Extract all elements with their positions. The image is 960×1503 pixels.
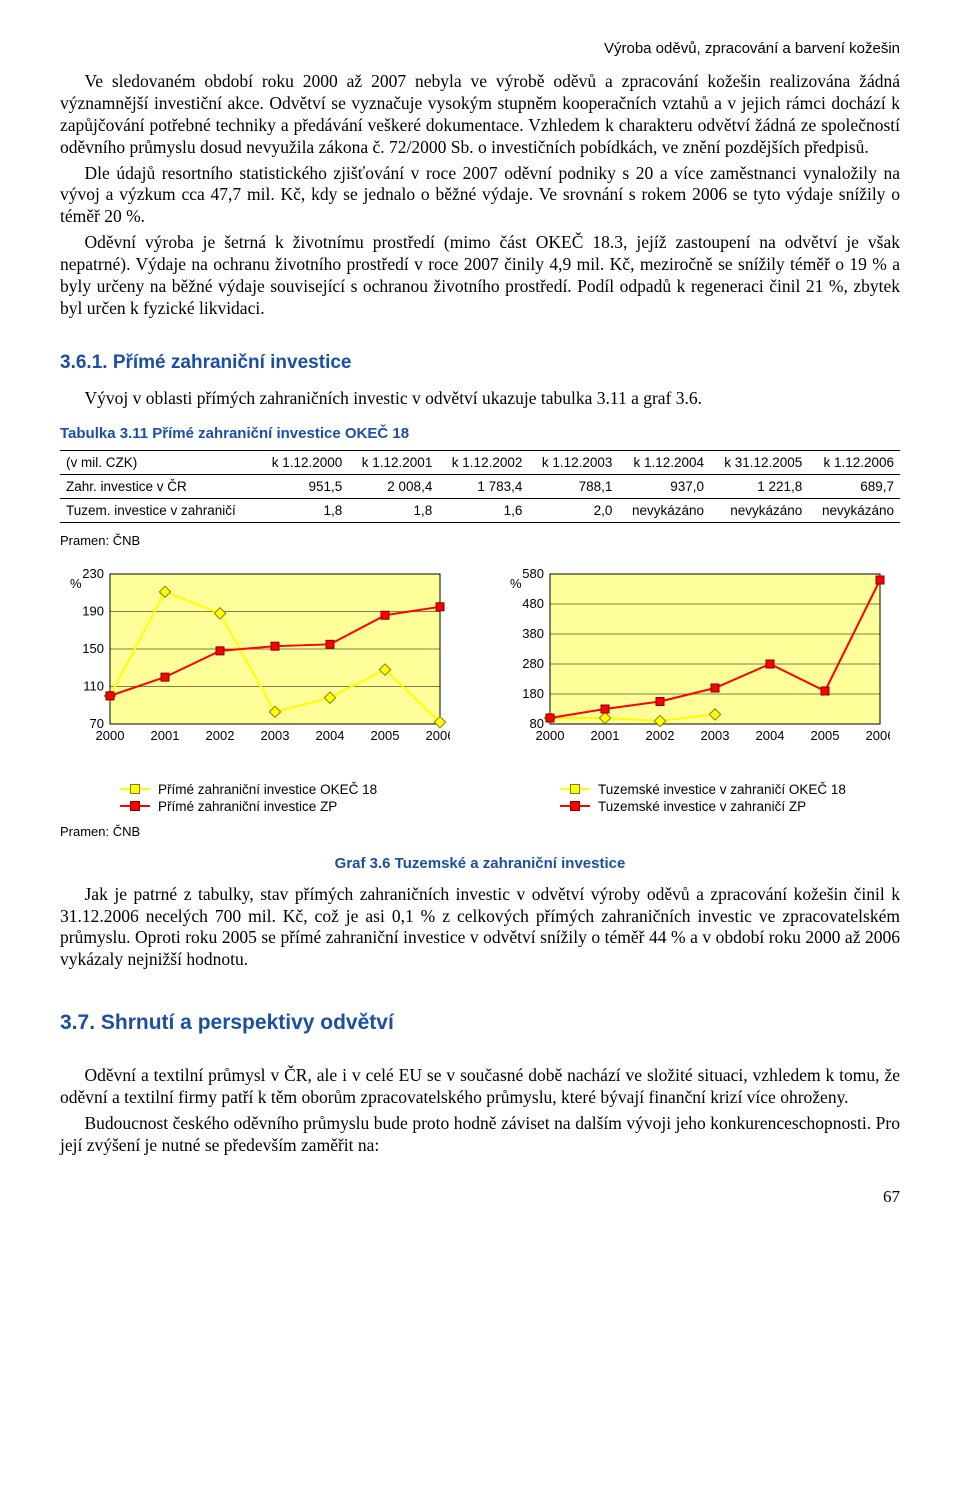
- body-block-2: Jak je patrné z tabulky, stav přímých za…: [60, 884, 900, 972]
- svg-text:2004: 2004: [756, 728, 785, 743]
- svg-text:2006: 2006: [866, 728, 890, 743]
- row-label: Zahr. investice v ČR: [60, 474, 258, 498]
- cell: 2 008,4: [348, 474, 438, 498]
- svg-text:2000: 2000: [536, 728, 565, 743]
- svg-text:2003: 2003: [701, 728, 730, 743]
- section-heading-37: 3.7. Shrnutí a perspektivy odvětví: [60, 1011, 900, 1035]
- cell: 1,8: [258, 498, 348, 522]
- svg-text:580: 580: [522, 566, 544, 581]
- svg-text:380: 380: [522, 626, 544, 641]
- chart-source: Pramen: ČNB: [60, 824, 460, 839]
- svg-text:%: %: [70, 576, 82, 591]
- page-header: Výroba oděvů, zpracování a barvení kožeš…: [60, 40, 900, 57]
- page-number: 67: [60, 1187, 900, 1207]
- table-row: Tuzem. investice v zahraničí 1,8 1,8 1,6…: [60, 498, 900, 522]
- paragraph: Oděvní a textilní průmysl v ČR, ale i v …: [60, 1065, 900, 1109]
- table-caption: Tabulka 3.11 Přímé zahraniční investice …: [60, 425, 900, 442]
- svg-text:480: 480: [522, 596, 544, 611]
- paragraph: Oděvní výroba je šetrná k životnímu pros…: [60, 232, 900, 320]
- legend-item: Přímé zahraniční investice OKEČ 18: [120, 782, 460, 797]
- chart-left: 70110150190230%2000200120022003200420052…: [60, 566, 450, 776]
- body-block-3: Oděvní a textilní průmysl v ČR, ale i v …: [60, 1065, 900, 1157]
- chart-caption: Graf 3.6 Tuzemské a zahraniční investice: [60, 855, 900, 872]
- paragraph: Jak je patrné z tabulky, stav přímých za…: [60, 884, 900, 972]
- cell: 937,0: [618, 474, 710, 498]
- table-col: k 1.12.2001: [348, 450, 438, 474]
- table-unit-label: (v mil. CZK): [60, 450, 258, 474]
- table-col: k 1.12.2006: [808, 450, 900, 474]
- table-col: k 1.12.2003: [528, 450, 618, 474]
- legend-label: Přímé zahraniční investice ZP: [158, 799, 337, 814]
- cell: 1 783,4: [438, 474, 528, 498]
- cell: 1,6: [438, 498, 528, 522]
- svg-text:180: 180: [522, 686, 544, 701]
- table-col: k 1.12.2002: [438, 450, 528, 474]
- table-col: k 1.12.2000: [258, 450, 348, 474]
- cell: nevykázáno: [808, 498, 900, 522]
- legend-label: Tuzemské investice v zahraničí ZP: [598, 799, 806, 814]
- table-col: k 31.12.2005: [710, 450, 808, 474]
- body-block-1: Ve sledovaném období roku 2000 až 2007 n…: [60, 71, 900, 320]
- row-label: Tuzem. investice v zahraničí: [60, 498, 258, 522]
- svg-text:230: 230: [82, 566, 104, 581]
- svg-text:190: 190: [82, 603, 104, 618]
- legend-label: Přímé zahraniční investice OKEČ 18: [158, 782, 377, 797]
- svg-text:110: 110: [83, 678, 104, 693]
- cell: 788,1: [528, 474, 618, 498]
- section-intro: Vývoj v oblasti přímých zahraničních inv…: [60, 388, 900, 409]
- table-311: (v mil. CZK) k 1.12.2000 k 1.12.2001 k 1…: [60, 450, 900, 523]
- cell: 951,5: [258, 474, 348, 498]
- svg-text:2001: 2001: [151, 728, 180, 743]
- table-col: k 1.12.2004: [618, 450, 710, 474]
- svg-text:2000: 2000: [96, 728, 125, 743]
- svg-text:2005: 2005: [371, 728, 400, 743]
- cell: nevykázáno: [618, 498, 710, 522]
- svg-text:2004: 2004: [316, 728, 345, 743]
- cell: 689,7: [808, 474, 900, 498]
- paragraph: Budoucnost českého oděvního průmyslu bud…: [60, 1113, 900, 1157]
- chart-right-legend: Tuzemské investice v zahraničí OKEČ 18 T…: [500, 782, 900, 814]
- svg-text:150: 150: [82, 641, 104, 656]
- legend-item: Tuzemské investice v zahraničí ZP: [560, 799, 900, 814]
- section-heading-361: 3.6.1. Přímé zahraniční investice: [60, 352, 900, 374]
- chart-right: 80180280380480580%2000200120022003200420…: [500, 566, 890, 776]
- cell: 1 221,8: [710, 474, 808, 498]
- paragraph: Dle údajů resortního statistického zjišť…: [60, 163, 900, 229]
- cell: 1,8: [348, 498, 438, 522]
- svg-text:280: 280: [522, 656, 544, 671]
- svg-text:2006: 2006: [426, 728, 450, 743]
- cell: nevykázáno: [710, 498, 808, 522]
- table-row: Zahr. investice v ČR 951,5 2 008,4 1 783…: [60, 474, 900, 498]
- svg-text:%: %: [510, 576, 522, 591]
- chart-left-legend: Přímé zahraniční investice OKEČ 18 Přímé…: [60, 782, 460, 814]
- svg-text:2005: 2005: [811, 728, 840, 743]
- table-source: Pramen: ČNB: [60, 533, 900, 548]
- svg-text:2003: 2003: [261, 728, 290, 743]
- legend-item: Přímé zahraniční investice ZP: [120, 799, 460, 814]
- cell: 2,0: [528, 498, 618, 522]
- table-header-row: (v mil. CZK) k 1.12.2000 k 1.12.2001 k 1…: [60, 450, 900, 474]
- svg-text:2002: 2002: [206, 728, 235, 743]
- svg-text:2001: 2001: [591, 728, 620, 743]
- svg-text:2002: 2002: [646, 728, 675, 743]
- legend-item: Tuzemské investice v zahraničí OKEČ 18: [560, 782, 900, 797]
- legend-label: Tuzemské investice v zahraničí OKEČ 18: [598, 782, 846, 797]
- paragraph: Ve sledovaném období roku 2000 až 2007 n…: [60, 71, 900, 159]
